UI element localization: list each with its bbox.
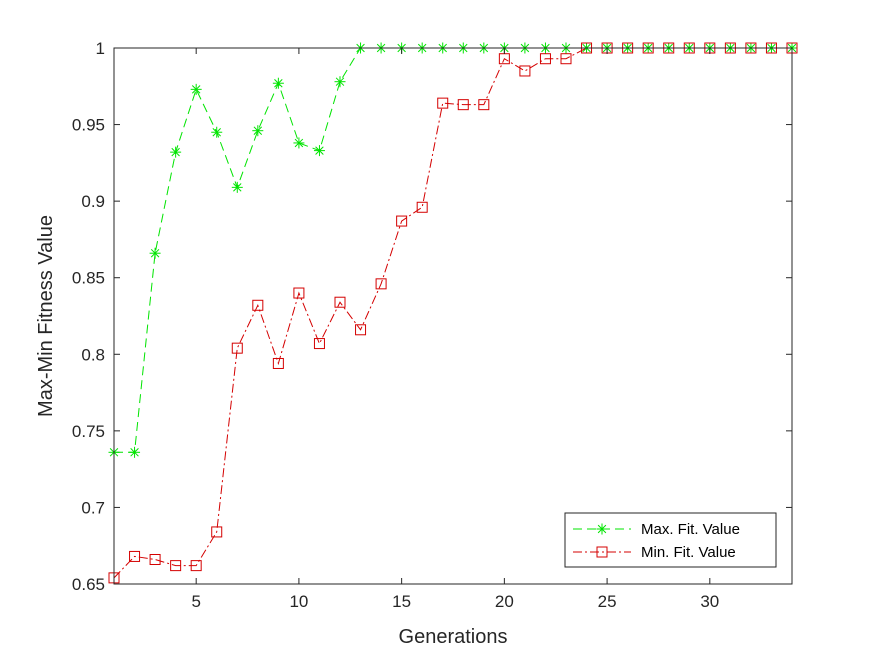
data-point — [560, 53, 572, 65]
x-tick-label: 25 — [598, 592, 617, 611]
data-point — [334, 296, 346, 308]
data-point — [272, 77, 284, 89]
data-point — [211, 526, 223, 538]
data-point — [437, 97, 449, 109]
data-point — [396, 215, 408, 227]
x-tick-label: 20 — [495, 592, 514, 611]
y-tick-label: 0.65 — [72, 575, 105, 594]
data-point — [231, 342, 243, 354]
y-tick-label: 0.9 — [81, 192, 105, 211]
data-point — [252, 125, 264, 137]
x-tick-label: 15 — [392, 592, 411, 611]
data-point — [231, 181, 243, 193]
legend-marker-min — [596, 546, 608, 558]
data-point — [313, 145, 325, 157]
data-point — [149, 553, 161, 565]
x-axis-title: Generations — [399, 626, 508, 648]
data-point — [519, 65, 531, 77]
legend-asterisk — [596, 523, 608, 535]
tick-layer: 5 10 15 20 25 30 0.65 0.7 0.75 0.8 0.85 0.9 0.95 1 — [72, 39, 792, 611]
data-point — [190, 560, 202, 572]
legend-marker-max — [596, 523, 608, 535]
y-tick-label: 0.95 — [72, 116, 105, 135]
data-point — [416, 201, 428, 213]
data-point — [539, 53, 551, 65]
data-point — [478, 99, 490, 111]
y-tick-label: 0.7 — [81, 498, 105, 517]
x-tick-label: 30 — [700, 592, 719, 611]
legend-label-min: Min. Fit. Value — [641, 544, 736, 561]
data-point — [211, 126, 223, 138]
data-point — [293, 137, 305, 149]
data-point — [293, 287, 305, 299]
data-point — [149, 247, 161, 259]
data-point — [355, 324, 367, 336]
x-tick-label: 10 — [289, 592, 308, 611]
y-tick-label: 0.8 — [81, 345, 105, 364]
data-point — [272, 357, 284, 369]
data-point — [170, 560, 182, 572]
y-tick-label: 1 — [96, 39, 105, 58]
x-tick-label: 5 — [191, 592, 200, 611]
y-tick-label: 0.75 — [72, 422, 105, 441]
y-axis-title: Max-Min Fitness Value — [35, 215, 57, 417]
data-point — [375, 278, 387, 290]
data-point — [313, 338, 325, 350]
data-point — [334, 76, 346, 88]
data-point — [129, 446, 141, 458]
data-point — [190, 83, 202, 95]
legend: Max. Fit. Value Min. Fit. Value — [564, 512, 777, 568]
legend-label-max: Max. Fit. Value — [641, 521, 740, 538]
plot-area — [114, 48, 792, 584]
data-point — [129, 550, 141, 562]
y-tick-label: 0.85 — [72, 269, 105, 288]
data-point — [252, 299, 264, 311]
legend-box — [564, 512, 777, 568]
data-point — [170, 146, 182, 158]
data-point — [457, 99, 469, 111]
plot-frame — [113, 47, 793, 585]
